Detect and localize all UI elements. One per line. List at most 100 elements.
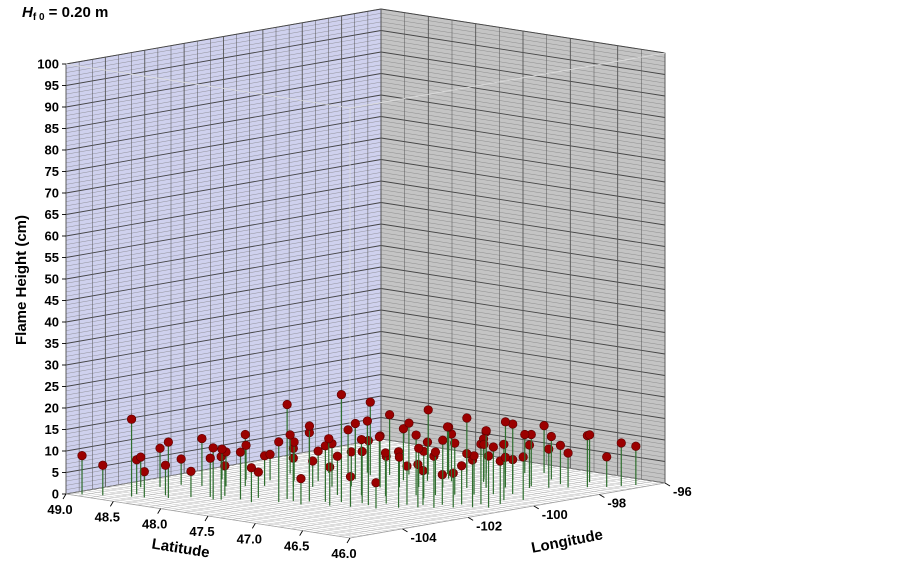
z-tick-label: 80 xyxy=(45,143,59,158)
lon-tick xyxy=(533,505,539,510)
data-point xyxy=(282,399,292,410)
z-tick-label: 5 xyxy=(52,465,59,480)
data-point xyxy=(457,461,467,471)
floor-gridline xyxy=(302,475,618,531)
data-point xyxy=(241,440,251,450)
data-point xyxy=(205,453,215,463)
data-point xyxy=(385,410,395,420)
top-front-edge-right xyxy=(349,52,666,109)
z-tick-label: 75 xyxy=(45,164,59,179)
z-tick-label: 65 xyxy=(45,207,59,222)
top-front-edge-left xyxy=(65,63,351,109)
data-point xyxy=(394,452,404,462)
floor-gridline xyxy=(207,460,524,517)
lat-tick xyxy=(346,537,351,544)
data-point xyxy=(411,430,421,440)
lat-tick-label: 46.0 xyxy=(331,546,356,561)
data-point xyxy=(418,465,428,476)
data-point xyxy=(631,441,641,451)
z-tick-label: 70 xyxy=(45,186,59,201)
floor-gridline xyxy=(77,440,393,497)
data-point xyxy=(325,462,335,472)
data-point xyxy=(77,451,87,461)
floor-gridline xyxy=(255,468,571,524)
lat-tick-label: 46.5 xyxy=(284,539,309,554)
lat-tick xyxy=(109,501,114,507)
title-subscript: f 0 xyxy=(32,12,45,23)
data-point xyxy=(343,425,353,435)
data-point xyxy=(163,437,173,447)
data-point xyxy=(422,437,433,447)
data-point xyxy=(602,452,612,462)
floor-gridline xyxy=(278,471,595,528)
lat-tick xyxy=(299,530,304,536)
lon-tick-label: -98 xyxy=(607,495,626,510)
title-rest: = 0.20 m xyxy=(44,4,109,21)
data-point xyxy=(356,434,367,445)
z-tick-label: 95 xyxy=(45,78,59,93)
data-point xyxy=(98,460,108,470)
data-point xyxy=(539,421,549,431)
lat-tick-label: 47.0 xyxy=(237,531,262,546)
data-point xyxy=(423,405,433,415)
data-point xyxy=(296,474,306,484)
z-tick-label: 25 xyxy=(45,379,59,394)
z-tick-label: 90 xyxy=(45,100,59,115)
z-tick-label: 15 xyxy=(45,422,59,437)
data-point xyxy=(524,440,535,450)
data-point xyxy=(500,417,511,427)
data-point xyxy=(217,444,227,454)
data-point xyxy=(332,451,343,461)
floor-gridline xyxy=(148,451,464,508)
z-tick-label: 35 xyxy=(45,336,59,351)
lon-tick xyxy=(402,528,408,533)
lon-tick-label: -96 xyxy=(673,484,692,499)
data-point xyxy=(350,418,360,429)
data-point xyxy=(253,467,263,477)
z-tick-label: 0 xyxy=(52,487,59,502)
data-point xyxy=(197,433,207,444)
lon-tick xyxy=(467,516,474,521)
lat-tick xyxy=(62,493,67,500)
data-point xyxy=(563,448,573,458)
data-point xyxy=(546,431,556,442)
floor-gridline xyxy=(338,480,654,537)
z-tick-label: 20 xyxy=(45,401,59,416)
data-point xyxy=(336,389,347,400)
lat-tick-label: 49.0 xyxy=(47,502,72,517)
data-point xyxy=(374,432,384,442)
title-symbol: H xyxy=(22,4,33,21)
lat-tick xyxy=(157,508,162,514)
lon-tick-label: -104 xyxy=(411,530,438,545)
data-point xyxy=(414,443,424,453)
z-axis-title: Flame Height (cm) xyxy=(13,215,30,345)
data-point xyxy=(308,456,318,466)
chart-title: Hf 0 = 0.20 m xyxy=(22,4,108,23)
data-point xyxy=(246,463,257,473)
data-point xyxy=(488,442,498,452)
data-point xyxy=(584,430,595,440)
data-point xyxy=(450,438,460,448)
longitude-axis-title: Longitude xyxy=(530,526,604,557)
data-point xyxy=(208,443,218,453)
data-point xyxy=(438,435,448,445)
lon-tick-label: -100 xyxy=(542,507,568,522)
floor-gridline xyxy=(219,462,535,519)
data-point xyxy=(240,429,250,440)
lat-tick-label: 48.0 xyxy=(142,517,167,532)
z-tick-label: 10 xyxy=(45,444,59,459)
data-point xyxy=(176,454,186,464)
data-point xyxy=(304,421,315,431)
data-point xyxy=(479,439,489,449)
data-point xyxy=(126,414,137,424)
data-point xyxy=(442,422,453,432)
data-point xyxy=(139,467,149,477)
z-tick-label: 45 xyxy=(45,293,59,308)
data-point xyxy=(380,448,391,458)
z-tick-label: 60 xyxy=(45,229,59,244)
data-point xyxy=(365,397,375,407)
data-point xyxy=(220,461,230,471)
data-point xyxy=(274,437,284,447)
data-point xyxy=(160,460,171,470)
